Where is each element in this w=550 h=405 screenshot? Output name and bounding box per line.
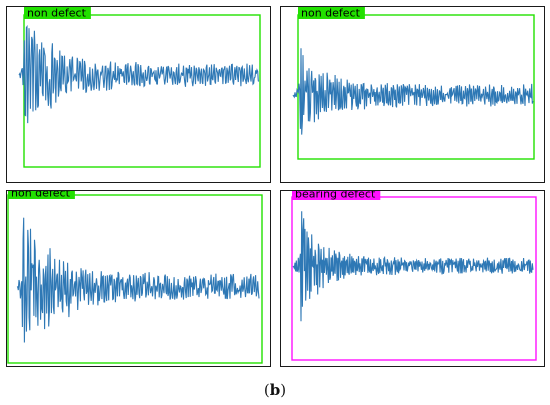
chart-3: non defect [7,191,263,364]
figure-caption: (b) [0,381,550,399]
panel-bottom-right: bearing defect [280,190,545,367]
chart-1: non defect [18,7,261,168]
signal-series [16,217,260,343]
detection-box [23,14,261,168]
detection-box [291,196,537,361]
detection-label-bg [8,191,75,199]
signal-series [18,24,260,124]
detection-label: non defect [301,7,361,20]
panel-bottom-left: non defect [6,190,271,367]
detection-label: non defect [11,191,71,200]
detection-label-bg [298,7,365,19]
caption-letter: b [269,381,281,399]
chart-2: non defect [292,7,535,160]
detection-label: non defect [27,7,87,20]
detection-box [297,14,535,160]
signal-series [292,48,534,135]
panel-top-left: non defect [6,6,271,183]
signal-series [292,211,534,322]
detection-box [7,194,263,364]
detection-label-bg [24,7,91,19]
detection-label: bearing defect [295,191,376,201]
caption-close: ) [280,381,287,399]
detection-label-bg [292,191,381,200]
caption-open: ( [263,381,270,399]
panel-top-right: non defect [280,6,545,183]
chart-4: bearing defect [291,191,537,361]
